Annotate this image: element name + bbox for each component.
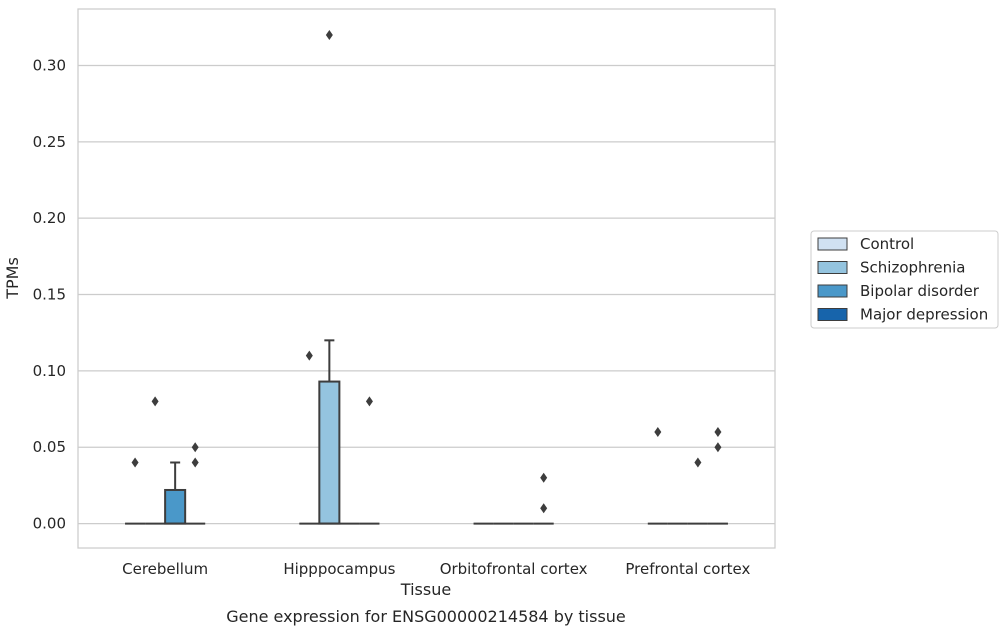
legend-label: Major depression <box>860 306 988 324</box>
y-tick-label: 0.05 <box>33 438 66 456</box>
y-axis-label: TPMs <box>3 257 22 300</box>
y-tick-label: 0.00 <box>33 515 66 533</box>
outlier-marker <box>131 457 139 468</box>
box-major-depression <box>359 396 380 525</box>
outlier-marker <box>151 396 159 407</box>
box-control <box>299 350 320 525</box>
box-control <box>647 426 668 525</box>
y-tick-label: 0.15 <box>33 286 66 304</box>
x-tick-label: Orbitofrontal cortex <box>440 560 588 578</box>
legend-frame <box>810 230 999 329</box>
x-axis-ticks: Cerebellum Hipppocampus Orbitofrontal cort… <box>122 560 750 578</box>
outlier-marker <box>540 503 548 514</box>
plot-frame <box>77 8 776 549</box>
y-axis-ticks: 0.00 0.05 0.10 0.15 0.20 0.25 0.30 <box>33 56 66 532</box>
y-tick-label: 0.30 <box>33 56 66 74</box>
legend-label: Schizophrenia <box>860 259 965 277</box>
box-control <box>125 457 146 525</box>
grid-lines <box>78 64 775 525</box>
y-tick-label: 0.25 <box>33 133 66 151</box>
box-major-depression <box>533 472 554 525</box>
box-body <box>164 488 187 525</box>
legend-swatch <box>817 237 848 251</box>
outlier-marker <box>365 396 373 407</box>
x-tick-label: Prefrontal cortex <box>625 560 750 578</box>
x-axis-label: Tissue <box>400 580 451 599</box>
y-tick-label: 0.10 <box>33 362 66 380</box>
box-major-depression <box>707 426 728 525</box>
outlier-marker <box>191 442 199 453</box>
x-tick-label: Hipppocampus <box>283 560 395 578</box>
y-tick-label: 0.20 <box>33 209 66 227</box>
outlier-marker <box>694 457 702 468</box>
outlier-marker <box>654 426 662 437</box>
box-major-depression <box>185 442 206 525</box>
outlier-marker <box>714 426 722 437</box>
outlier-marker <box>305 350 313 361</box>
box-schizophrenia <box>318 29 341 525</box>
outlier-marker <box>540 472 548 483</box>
box-schizophrenia <box>145 396 166 525</box>
outlier-marker <box>714 442 722 453</box>
chart-title: Gene expression for ENSG00000214584 by t… <box>226 607 626 626</box>
outlier-marker <box>191 457 199 468</box>
legend: Control Schizophrenia Bipolar disorder Majo… <box>810 230 999 329</box>
box-body <box>318 380 341 525</box>
box-bipolar-disorder <box>687 457 708 525</box>
outlier-marker <box>325 29 333 40</box>
x-tick-label: Cerebellum <box>122 560 208 578</box>
box-bipolar-disorder <box>164 461 187 525</box>
legend-label: Bipolar disorder <box>860 282 980 300</box>
legend-label: Control <box>860 235 914 253</box>
plot-marks <box>125 29 728 525</box>
legend-swatch <box>817 261 848 274</box>
legend-swatch <box>817 284 848 298</box>
legend-swatch <box>817 308 848 321</box>
